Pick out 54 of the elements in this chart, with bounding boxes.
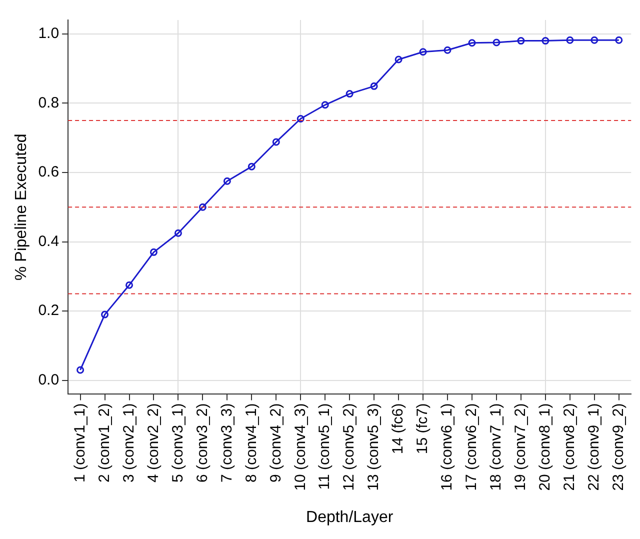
- point: [174, 229, 182, 237]
- point: [101, 310, 109, 318]
- point: [517, 37, 525, 45]
- x-tick-label: 14 (fc6): [390, 403, 407, 454]
- x-tick-label: 22 (conv9_1): [586, 403, 603, 491]
- y-tick-label: 0.0: [38, 372, 60, 389]
- point: [76, 366, 84, 374]
- x-tick-label: 6 (conv3_2): [194, 403, 211, 482]
- x-tick-label: 4 (conv2_2): [144, 403, 162, 482]
- y-axis-title: % Pipeline Executed: [13, 134, 30, 281]
- point: [542, 37, 550, 45]
- point: [468, 39, 476, 47]
- point: [198, 203, 206, 211]
- point: [444, 46, 452, 54]
- x-tick-label: 16 (conv6_1): [438, 403, 456, 491]
- point: [419, 48, 427, 56]
- x-tick-label: 10 (conv4_3): [292, 403, 309, 491]
- x-tick-label: 11 (conv5_1): [316, 403, 334, 490]
- point: [346, 90, 354, 98]
- x-tick-label: 21 (conv8_2): [561, 403, 578, 491]
- point: [272, 138, 280, 146]
- x-axis-title: Depth/Layer: [306, 508, 394, 526]
- x-tick-label: 8 (conv4_1): [242, 403, 260, 482]
- point: [296, 115, 304, 123]
- point: [615, 36, 623, 44]
- point: [394, 56, 402, 64]
- point: [566, 36, 574, 44]
- y-tick-label: 1.0: [38, 25, 60, 42]
- x-tick-label: 13 (conv5_3): [365, 403, 382, 491]
- x-tick-label: 17 (conv6_2): [463, 403, 480, 491]
- point: [590, 36, 598, 44]
- x-tick-label: 7 (conv3_3): [218, 403, 236, 482]
- y-tick-label: 0.6: [38, 164, 60, 181]
- y-tick-label: 0.2: [38, 302, 60, 320]
- x-tick-label: 5 (conv3_1): [169, 403, 186, 482]
- point: [492, 38, 500, 46]
- point: [150, 248, 158, 256]
- x-tick-label: 9 (conv4_2): [267, 403, 284, 482]
- point: [321, 101, 329, 109]
- x-tick-label: 19 (conv7_2): [512, 403, 530, 491]
- point: [370, 82, 378, 90]
- x-tick-label: 18 (conv7_1): [488, 403, 505, 491]
- x-tick-label: 23 (conv9_2): [610, 403, 628, 491]
- x-tick-label: 2 (conv1_2): [96, 403, 113, 482]
- point: [126, 281, 134, 289]
- y-tick-label: 0.8: [38, 94, 60, 112]
- x-tick-label: 3 (conv2_1): [120, 403, 138, 482]
- x-tick-label: 20 (conv8_1): [536, 403, 554, 491]
- point: [223, 177, 231, 185]
- x-tick-label: 1 (conv1_1): [71, 403, 88, 482]
- x-tick-label: 12 (conv5_2): [340, 403, 358, 491]
- point: [248, 162, 256, 170]
- x-tick-label: 15 (fc7): [414, 403, 432, 454]
- y-tick-label: 0.4: [38, 232, 60, 250]
